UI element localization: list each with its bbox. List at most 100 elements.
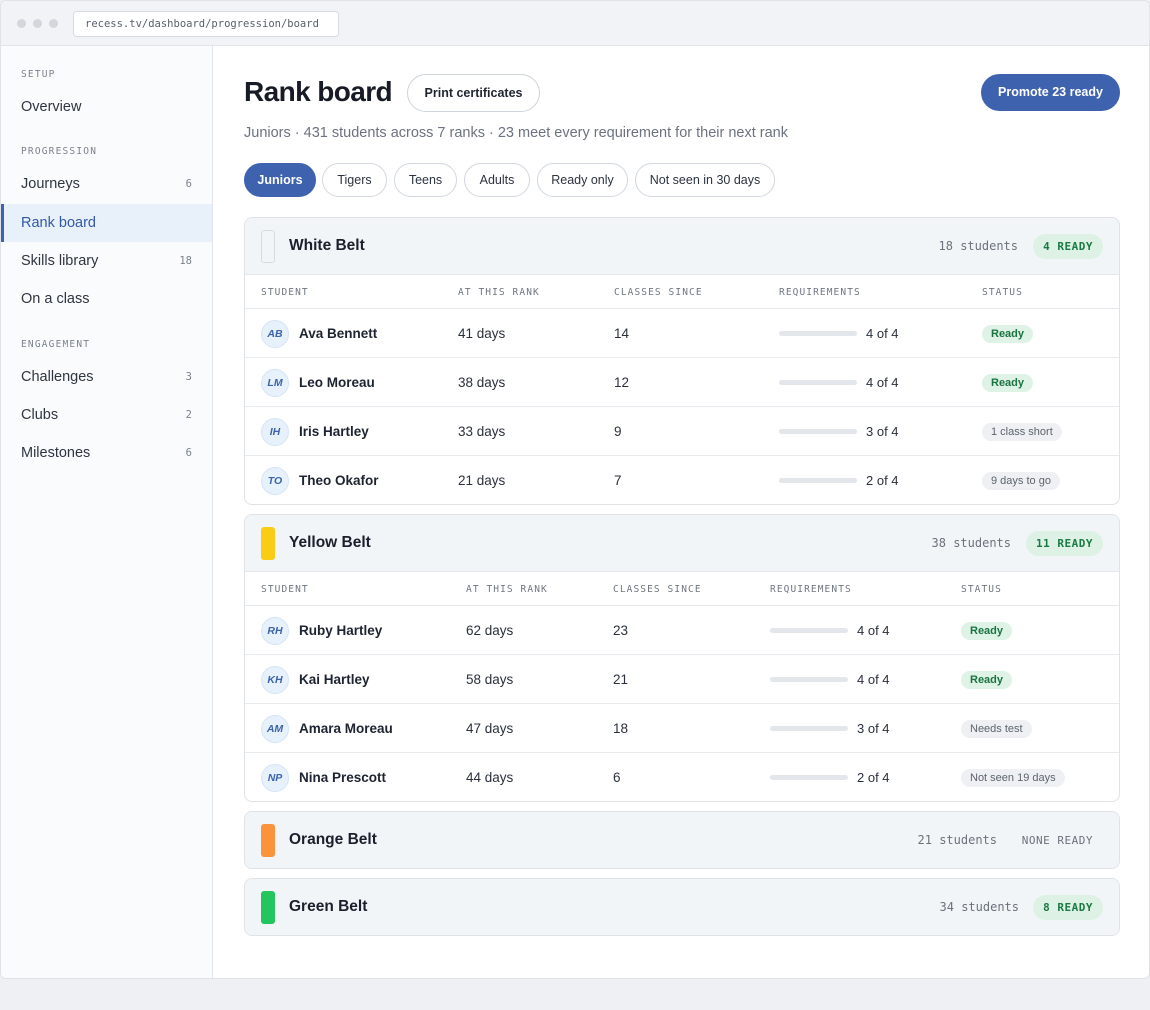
table-row[interactable]: AB Ava Bennett 41 days 14 4 of 4 Ready — [245, 309, 1119, 358]
requirements-progress-bar — [770, 677, 848, 682]
filter-chip-ready-only[interactable]: Ready only — [537, 163, 628, 197]
belt-color-swatch — [261, 891, 275, 924]
student-name[interactable]: Ruby Hartley — [299, 623, 383, 638]
page-title: Rank board — [244, 76, 393, 107]
requirements-count: 4 of 4 — [857, 672, 890, 687]
rank-student-count: 18 students — [938, 239, 1018, 253]
page-subtitle: Juniors · 431 students across 7 ranks · … — [244, 125, 788, 141]
rank-group-header[interactable]: Green Belt 34 students 8 READY — [245, 879, 1119, 935]
student-name[interactable]: Ava Bennett — [299, 326, 378, 341]
filter-chip-teens[interactable]: Teens — [394, 163, 457, 197]
sidebar-item-count: 3 — [185, 371, 192, 383]
rank-student-count: 34 students — [939, 900, 1019, 914]
browser-chrome: recess.tv/dashboard/progression/board — [1, 1, 1149, 46]
sidebar-item-label: Overview — [21, 99, 82, 115]
sidebar-item-label: Rank board — [21, 215, 96, 231]
window-minimize-dot[interactable] — [33, 19, 42, 28]
requirements-count: 4 of 4 — [866, 326, 899, 341]
rank-group-header[interactable]: White Belt 18 students 4 READY — [245, 218, 1119, 274]
status-badge: Ready — [982, 325, 1034, 343]
classes-since: 7 — [614, 473, 622, 488]
days-at-rank: 44 days — [466, 770, 514, 785]
sidebar-section-setup: SETUP — [21, 69, 56, 80]
sidebar-item-label: Challenges — [21, 369, 94, 385]
table-row[interactable]: KH Kai Hartley 58 days 21 4 of 4 Ready — [245, 655, 1119, 704]
rank-student-count: 21 students — [917, 833, 997, 847]
table-header: STUDENT AT THIS RANK CLASSES SINCE REQUI… — [245, 571, 1119, 606]
belt-color-swatch — [261, 527, 275, 560]
filter-chip-adults[interactable]: Adults — [464, 163, 530, 197]
rank-name: Orange Belt — [289, 831, 377, 848]
filter-chip-not-seen-30-days[interactable]: Not seen in 30 days — [635, 163, 775, 197]
filter-chip-juniors[interactable]: Juniors — [244, 163, 316, 197]
student-name[interactable]: Nina Prescott — [299, 770, 387, 785]
rank-name: Yellow Belt — [289, 534, 371, 551]
column-header-at-this-rank: AT THIS RANK — [458, 287, 540, 298]
column-header-classes-since: CLASSES SINCE — [613, 584, 702, 595]
address-bar[interactable]: recess.tv/dashboard/progression/board — [73, 11, 339, 37]
table-row[interactable]: IH Iris Hartley 33 days 9 3 of 4 1 class… — [245, 407, 1119, 456]
avatar: TO — [261, 467, 289, 495]
rank-group-orange-belt[interactable]: Orange Belt 21 students NONE READY — [244, 811, 1120, 869]
student-name[interactable]: Leo Moreau — [299, 375, 375, 390]
table-row[interactable]: AM Amara Moreau 47 days 18 3 of 4 Needs … — [245, 704, 1119, 753]
rank-name: White Belt — [289, 237, 365, 254]
classes-since: 21 — [613, 672, 629, 687]
sidebar-item-on-a-class[interactable]: On a class — [1, 280, 212, 318]
status-badge: 9 days to go — [982, 472, 1060, 490]
rank-ready-badge: 11 READY — [1026, 531, 1103, 556]
status-badge: 1 class short — [982, 423, 1062, 441]
sidebar-item-count: 6 — [185, 447, 192, 459]
status-badge: Ready — [961, 622, 1013, 640]
requirements-count: 3 of 4 — [866, 424, 899, 439]
requirements-progress-bar — [770, 628, 848, 633]
column-header-requirements: REQUIREMENTS — [770, 584, 852, 595]
days-at-rank: 33 days — [458, 424, 506, 439]
avatar: KH — [261, 666, 289, 694]
avatar: LM — [261, 369, 289, 397]
sidebar-item-journeys[interactable]: Journeys 6 — [1, 165, 212, 203]
filter-chip-tigers[interactable]: Tigers — [322, 163, 387, 197]
avatar: AB — [261, 320, 289, 348]
sidebar-item-rank-board[interactable]: Rank board — [1, 204, 212, 242]
classes-since: 12 — [614, 375, 630, 390]
requirements-progress-bar — [779, 331, 857, 336]
avatar: IH — [261, 418, 289, 446]
requirements-progress-bar — [779, 478, 857, 483]
rank-group-green-belt[interactable]: Green Belt 34 students 8 READY — [244, 878, 1120, 936]
student-name[interactable]: Theo Okafor — [299, 473, 379, 488]
promote-ready-button[interactable]: Promote 23 ready — [981, 74, 1120, 111]
table-row[interactable]: TO Theo Okafor 21 days 7 2 of 4 9 days t… — [245, 456, 1119, 504]
window-maximize-dot[interactable] — [49, 19, 58, 28]
requirements-progress-bar — [779, 429, 857, 434]
rank-group-header[interactable]: Yellow Belt 38 students 11 READY — [245, 515, 1119, 571]
window-close-dot[interactable] — [17, 19, 26, 28]
belt-color-swatch — [261, 824, 275, 857]
requirements-progress-bar — [770, 726, 848, 731]
table-row[interactable]: RH Ruby Hartley 62 days 23 4 of 4 Ready — [245, 606, 1119, 655]
classes-since: 14 — [614, 326, 630, 341]
table-row[interactable]: LM Leo Moreau 38 days 12 4 of 4 Ready — [245, 358, 1119, 407]
requirements-count: 2 of 4 — [866, 473, 899, 488]
sidebar-item-challenges[interactable]: Challenges 3 — [1, 358, 212, 396]
days-at-rank: 58 days — [466, 672, 514, 687]
classes-since: 23 — [613, 623, 629, 638]
sidebar-item-count: 6 — [185, 178, 192, 190]
status-badge: Ready — [961, 671, 1013, 689]
student-name[interactable]: Iris Hartley — [299, 424, 369, 439]
days-at-rank: 21 days — [458, 473, 506, 488]
rank-name: Green Belt — [289, 898, 368, 915]
sidebar-item-milestones[interactable]: Milestones 6 — [1, 434, 212, 472]
requirements-count: 3 of 4 — [857, 721, 890, 736]
print-certificates-button[interactable]: Print certificates — [407, 74, 540, 112]
sidebar-item-skills-library[interactable]: Skills library 18 — [1, 242, 212, 280]
column-header-student: STUDENT — [261, 287, 309, 298]
sidebar-item-label: Journeys — [21, 176, 80, 192]
student-name[interactable]: Kai Hartley — [299, 672, 370, 687]
student-name[interactable]: Amara Moreau — [299, 721, 393, 736]
table-row[interactable]: NP Nina Prescott 44 days 6 2 of 4 Not se… — [245, 753, 1119, 801]
sidebar-item-overview[interactable]: Overview — [1, 88, 212, 126]
requirements-count: 4 of 4 — [857, 623, 890, 638]
sidebar-item-clubs[interactable]: Clubs 2 — [1, 396, 212, 434]
rank-group-header[interactable]: Orange Belt 21 students NONE READY — [245, 812, 1119, 868]
